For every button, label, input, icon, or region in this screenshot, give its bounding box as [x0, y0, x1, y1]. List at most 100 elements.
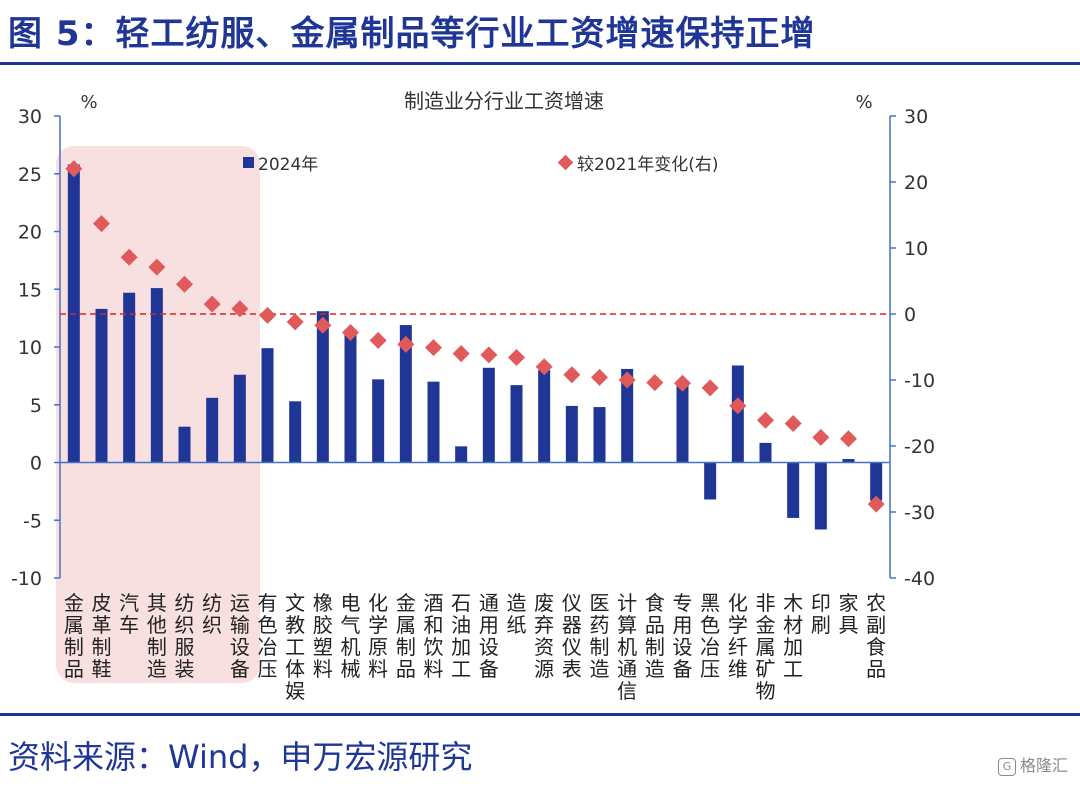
- category-label: 化学原料: [368, 591, 388, 681]
- category-label: 通用设备: [479, 591, 499, 681]
- right-tick-label: -30: [904, 502, 935, 524]
- bar-2024: [455, 446, 468, 463]
- legend-bar-label: 2024年: [258, 155, 318, 175]
- marker-change-vs-2021: [231, 300, 249, 318]
- category-label: 废弃资源: [534, 591, 554, 681]
- category-label: 文教工体娱: [285, 591, 305, 703]
- left-tick-label: -10: [11, 568, 42, 590]
- marker-change-vs-2021: [784, 415, 802, 433]
- left-tick-label: 0: [30, 453, 42, 475]
- bar-2024: [538, 370, 551, 463]
- bar-2024: [123, 292, 136, 463]
- watermark: G 格隆汇: [997, 752, 1068, 776]
- category-label: 医药制造: [590, 591, 610, 681]
- right-tick-label: -10: [904, 370, 935, 392]
- right-tick-label: 10: [904, 238, 928, 260]
- marker-change-vs-2021: [535, 358, 553, 376]
- left-axis-unit: %: [80, 92, 97, 113]
- bar-2024: [316, 311, 329, 463]
- marker-change-vs-2021: [729, 397, 747, 415]
- marker-change-vs-2021: [812, 428, 830, 446]
- legend-marker-swatch: [557, 154, 574, 171]
- category-label: 酒和饮料: [424, 591, 444, 681]
- category-label: 食品制造: [645, 591, 665, 681]
- marker-change-vs-2021: [314, 316, 332, 334]
- bar-2024: [150, 288, 163, 463]
- marker-change-vs-2021: [203, 295, 221, 313]
- watermark-text: 格隆汇: [1019, 756, 1068, 775]
- marker-change-vs-2021: [176, 275, 193, 293]
- marker-change-vs-2021: [757, 411, 774, 429]
- bar-2024: [344, 329, 357, 463]
- category-label: 皮革制鞋: [92, 591, 112, 681]
- bar-2024: [95, 308, 108, 463]
- marker-change-vs-2021: [148, 258, 166, 276]
- marker-change-vs-2021: [867, 495, 885, 513]
- chart-title: 制造业分行业工资增速: [404, 89, 604, 113]
- right-tick-label: -20: [904, 436, 935, 458]
- category-label: 化学纤维: [728, 591, 748, 681]
- marker-change-vs-2021: [286, 313, 304, 331]
- left-tick-label: 5: [30, 395, 42, 417]
- category-label: 造纸: [507, 591, 527, 637]
- marker-change-vs-2021: [342, 323, 359, 341]
- right-tick-label: 20: [904, 172, 928, 194]
- left-tick-label: 25: [18, 164, 42, 186]
- bar-2024: [482, 367, 495, 463]
- bar-2024: [842, 459, 855, 463]
- watermark-logo-icon: G: [997, 757, 1016, 776]
- category-label: 家具: [839, 591, 859, 637]
- legend-marker-label: 较2021年变化(右): [577, 155, 719, 175]
- bar-2024: [787, 462, 800, 518]
- marker-change-vs-2021: [480, 346, 498, 364]
- marker-change-vs-2021: [701, 379, 719, 397]
- marker-change-vs-2021: [397, 335, 415, 353]
- category-label: 纺织服装: [175, 591, 195, 681]
- left-tick-label: 10: [18, 337, 42, 359]
- right-tick-label: -40: [904, 568, 935, 590]
- marker-change-vs-2021: [65, 160, 83, 178]
- category-label: 有色冶压: [258, 591, 278, 681]
- marker-change-vs-2021: [674, 374, 691, 392]
- bar-2024: [372, 379, 385, 463]
- marker-change-vs-2021: [425, 339, 442, 357]
- legend-bar-swatch: [243, 157, 254, 168]
- bar-2024: [427, 381, 440, 463]
- marker-change-vs-2021: [646, 374, 664, 392]
- bar-2024: [510, 385, 523, 463]
- marker-change-vs-2021: [369, 331, 387, 349]
- bar-2024: [206, 397, 219, 463]
- bar-2024: [621, 368, 634, 463]
- bar-2024: [178, 426, 191, 463]
- bar-2024: [233, 374, 246, 463]
- left-tick-label: -5: [23, 510, 42, 532]
- marker-change-vs-2021: [563, 366, 581, 384]
- bar-2024: [289, 401, 302, 463]
- chart: 制造业分行业工资增速 % % 30 25 20 15 10 5 0 -5 -10 30 20 10 0…: [11, 89, 935, 703]
- category-label: 电气机械: [341, 591, 361, 681]
- marker-change-vs-2021: [452, 345, 470, 363]
- category-label: 纺织: [202, 591, 222, 637]
- marker-change-vs-2021: [591, 368, 608, 386]
- source-rule: [0, 713, 1080, 716]
- bar-2024: [814, 462, 827, 530]
- marker-change-vs-2021: [840, 430, 857, 448]
- marker-change-vs-2021: [93, 215, 110, 233]
- bar-2024: [704, 462, 717, 500]
- right-tick-label: 0: [904, 304, 916, 326]
- category-label: 橡胶塑料: [313, 591, 333, 681]
- marker-change-vs-2021: [259, 306, 276, 324]
- marker-change-vs-2021: [508, 349, 525, 367]
- source-note: 资料来源：Wind，申万宏源研究: [8, 738, 473, 776]
- title-rule: [0, 62, 1080, 65]
- category-label: 仪器仪表: [562, 591, 582, 681]
- category-label: 金属制品: [396, 591, 416, 681]
- category-label: 印刷: [811, 591, 831, 637]
- category-label: 其他制造: [147, 591, 167, 681]
- bar-2024: [870, 462, 883, 501]
- category-label: 非金属矿物: [756, 591, 776, 703]
- left-tick-label: 20: [18, 222, 42, 244]
- marker-change-vs-2021: [618, 371, 636, 389]
- category-label: 石油加工: [451, 591, 471, 681]
- category-label: 专用设备: [673, 591, 693, 681]
